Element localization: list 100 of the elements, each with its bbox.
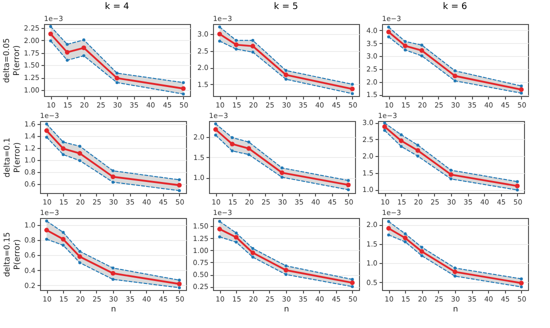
point (45, 238, 48, 241)
point (82, 54, 86, 58)
point (519, 280, 524, 286)
y-axis-title: delta=0.05 P(error) (2, 38, 21, 83)
point (234, 38, 238, 42)
point (44, 128, 49, 133)
point (82, 38, 86, 42)
point (415, 148, 420, 153)
line-series (218, 235, 354, 288)
point (64, 50, 70, 55)
point (62, 230, 65, 234)
point (284, 268, 288, 273)
point (78, 261, 82, 264)
point (114, 76, 120, 80)
point (420, 254, 424, 258)
point (49, 24, 52, 28)
point (452, 74, 458, 78)
point (284, 264, 288, 268)
point (178, 278, 181, 282)
point (112, 278, 114, 281)
point (214, 134, 218, 137)
chart-title: k = 4 (104, 2, 130, 12)
point (454, 79, 456, 82)
point (110, 270, 116, 276)
point (112, 266, 114, 270)
point (398, 138, 404, 144)
point (234, 240, 238, 244)
point (250, 44, 256, 48)
point (214, 122, 218, 126)
point (382, 124, 387, 130)
point (246, 146, 252, 151)
point (247, 153, 250, 156)
point (350, 82, 354, 86)
point (346, 188, 350, 192)
point (404, 232, 407, 236)
point (218, 26, 222, 29)
point (78, 144, 82, 148)
point (217, 226, 222, 232)
point (516, 180, 519, 184)
point (230, 149, 234, 152)
point (78, 250, 82, 253)
point (251, 38, 254, 42)
point (404, 48, 407, 52)
line-series (49, 39, 185, 96)
point (181, 86, 186, 91)
point (404, 40, 407, 43)
point (450, 177, 452, 180)
point (387, 220, 390, 223)
point (60, 236, 66, 242)
point (350, 280, 355, 286)
point (45, 122, 48, 126)
point (419, 249, 424, 254)
chart-title: k = 5 (274, 2, 298, 12)
point (284, 69, 288, 72)
point (218, 220, 222, 223)
point (400, 144, 403, 148)
point (416, 144, 420, 147)
point (350, 278, 354, 281)
point (402, 236, 408, 240)
point (383, 128, 386, 132)
point (516, 188, 519, 192)
point (420, 54, 424, 58)
point (218, 235, 222, 238)
point (178, 178, 181, 182)
point (182, 81, 185, 84)
point (49, 39, 52, 42)
point (454, 274, 456, 278)
point (416, 154, 420, 158)
point (284, 273, 288, 276)
x-axis-title: n (284, 304, 290, 314)
point (383, 122, 386, 125)
point (386, 30, 391, 34)
point (420, 44, 424, 47)
point (45, 136, 48, 139)
point (230, 136, 234, 140)
point (519, 87, 524, 92)
point (44, 228, 49, 232)
x-axis-title: n (110, 304, 116, 314)
point (45, 220, 48, 223)
point (452, 270, 458, 274)
y-axis-title: delta=0.15 P(error) (2, 232, 22, 277)
point (404, 240, 407, 244)
point (62, 140, 65, 144)
point (66, 42, 69, 46)
point (280, 166, 284, 170)
point (116, 81, 118, 84)
point (48, 32, 53, 36)
point (62, 153, 65, 156)
point (346, 182, 351, 188)
point (213, 127, 218, 132)
point (350, 285, 354, 288)
point (177, 182, 182, 188)
point (346, 178, 350, 182)
x-axis-title: n (452, 304, 458, 314)
point (387, 26, 390, 29)
point (454, 266, 456, 270)
point (251, 256, 254, 259)
point (77, 151, 82, 156)
point (230, 142, 235, 146)
point (350, 92, 354, 96)
